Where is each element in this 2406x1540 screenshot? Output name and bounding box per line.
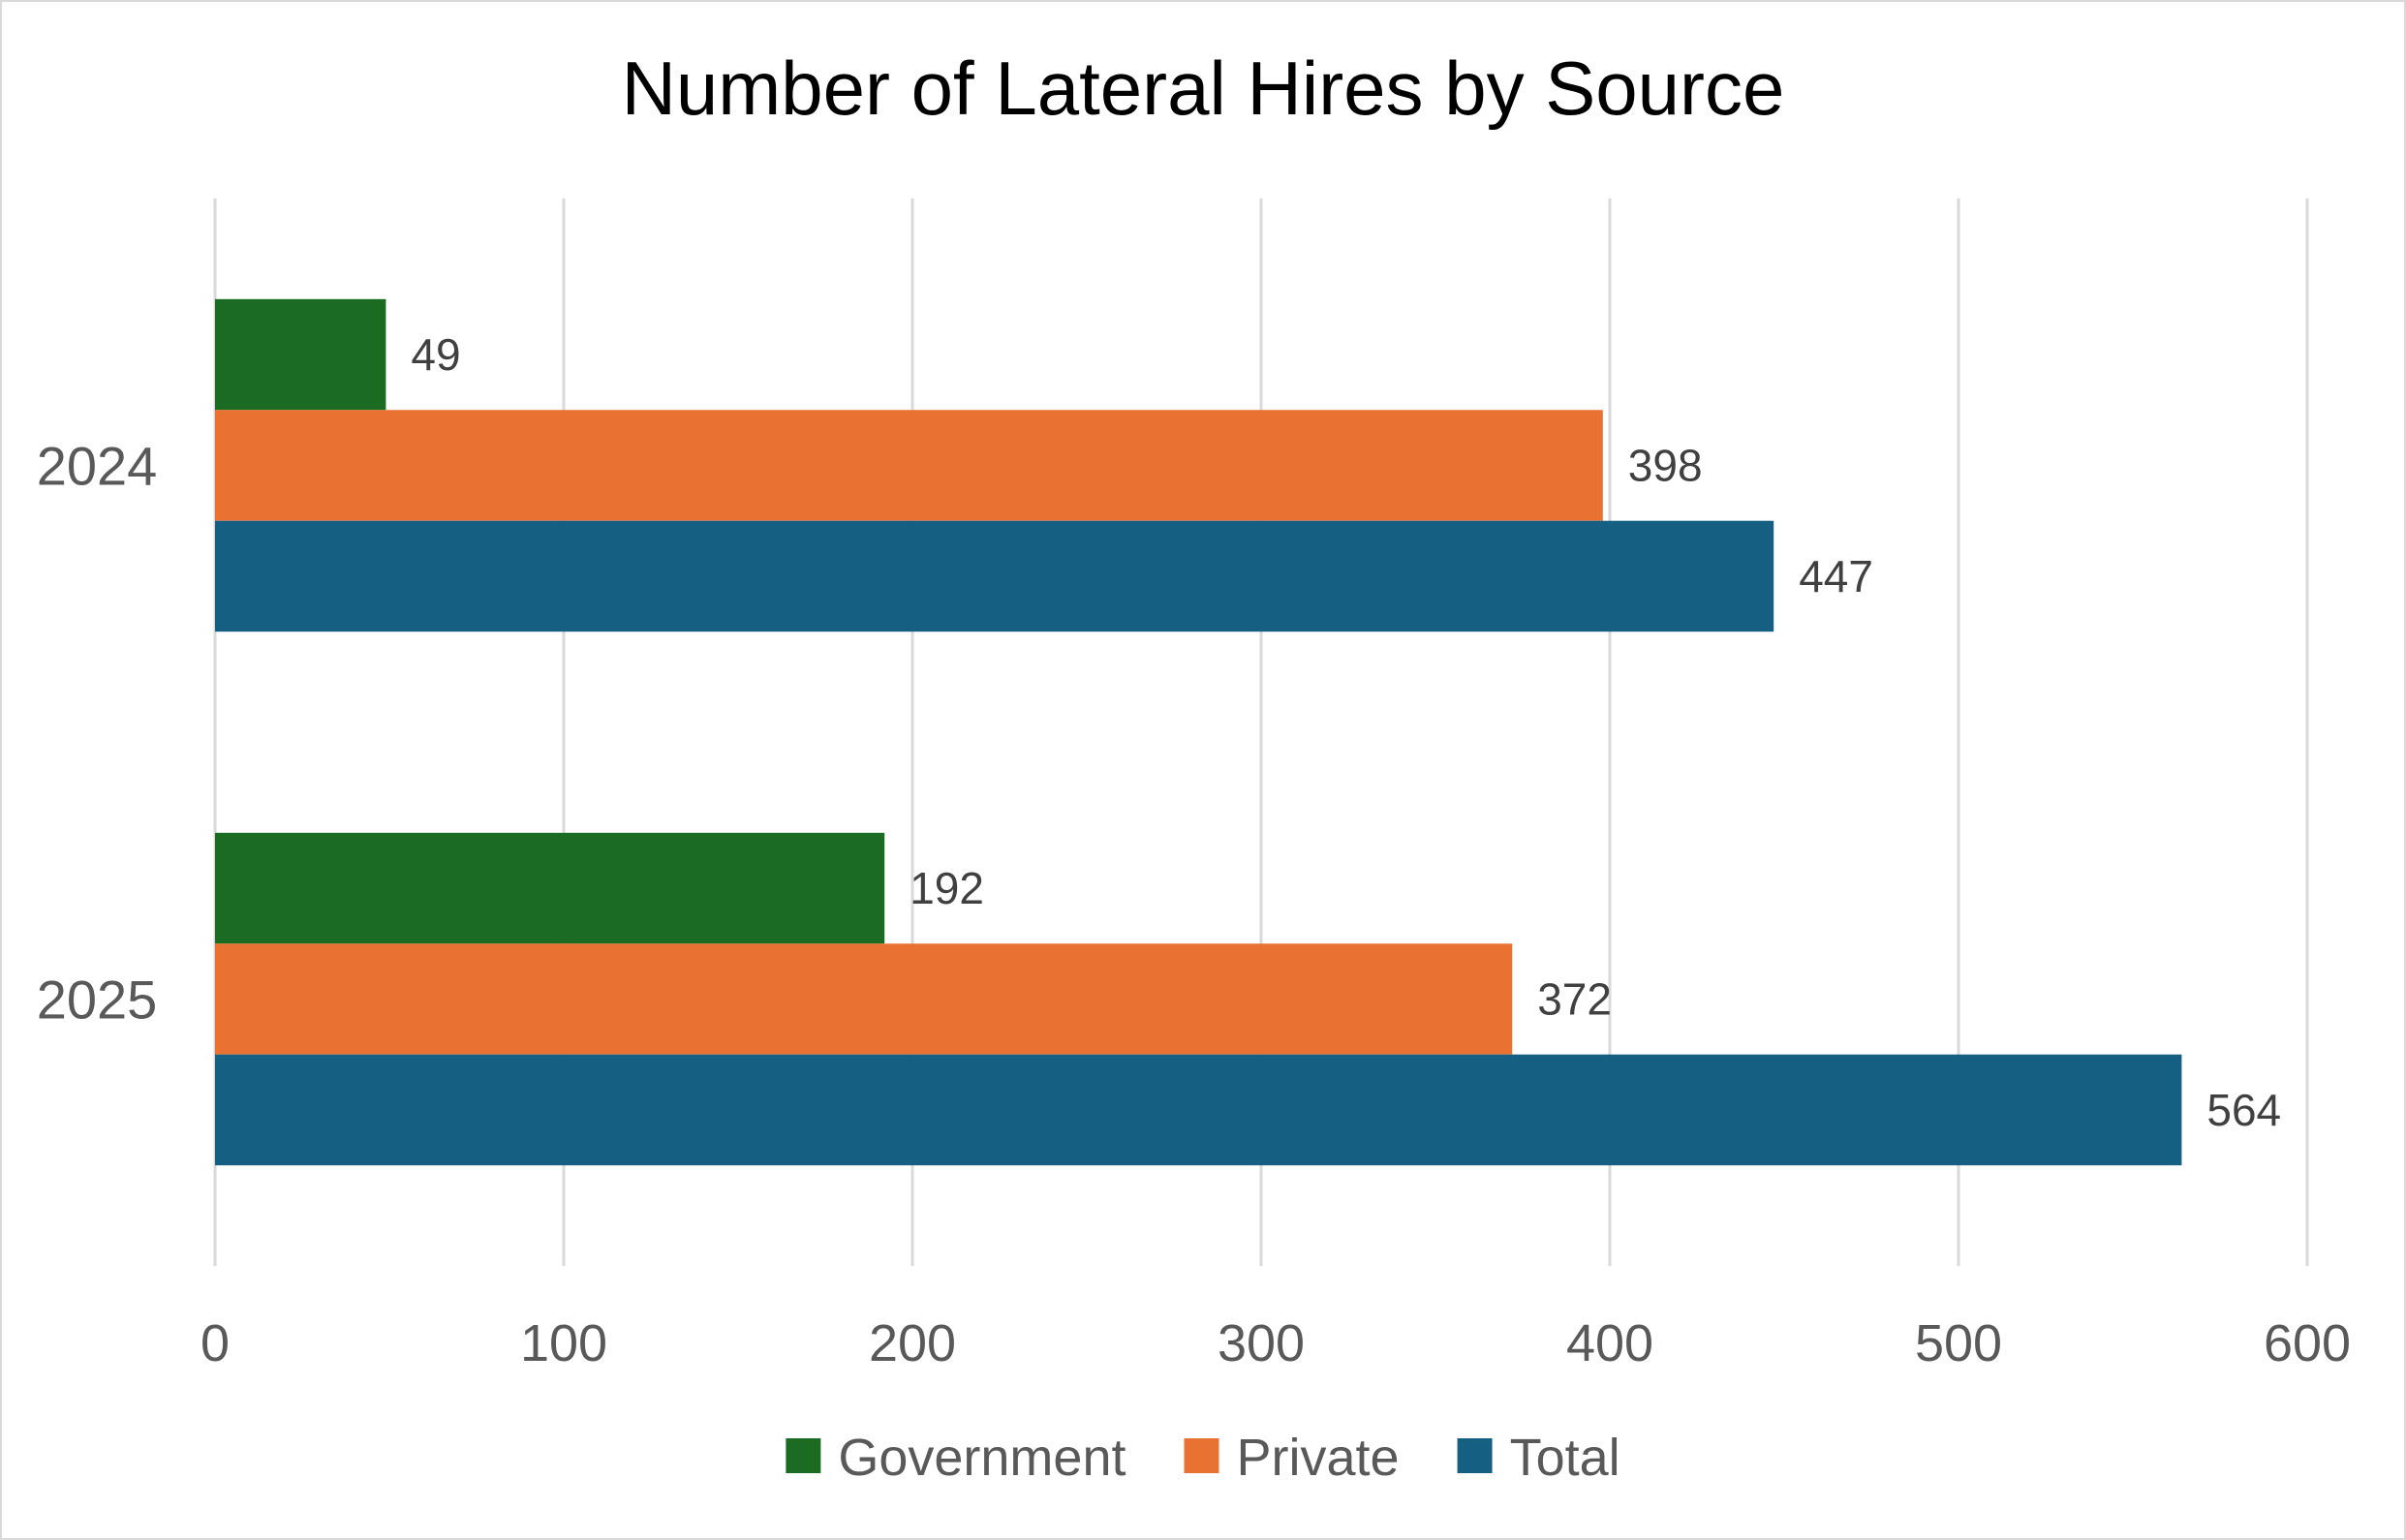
chart-title: Number of Lateral Hires by Source	[622, 46, 1785, 131]
category-label: 2025	[37, 970, 158, 1031]
legend-swatch-total	[1457, 1438, 1493, 1473]
value-axis: 0 100 200 300 400 500 600	[200, 1314, 2351, 1372]
category-label: 2024	[37, 436, 158, 497]
data-label: 564	[2206, 1085, 2281, 1135]
legend-label-government: Government	[838, 1429, 1126, 1487]
data-label: 372	[1537, 974, 1612, 1025]
data-labels: 49 398 447 192 372 564	[411, 329, 2281, 1135]
data-label: 447	[1799, 551, 1873, 601]
data-label: 398	[1628, 441, 1703, 491]
legend-label-private: Private	[1236, 1429, 1399, 1487]
bar-government-2024	[215, 298, 386, 411]
x-tick-label: 200	[869, 1314, 956, 1372]
x-tick-label: 500	[1915, 1314, 2002, 1372]
bar-government-2025	[215, 832, 885, 944]
x-tick-label: 400	[1566, 1314, 1653, 1372]
bar-private-2024	[215, 410, 1603, 521]
legend-swatch-private	[1184, 1438, 1219, 1473]
x-tick-label: 300	[1218, 1314, 1305, 1372]
legend: Government Private Total	[786, 1429, 1620, 1487]
x-tick-label: 600	[2264, 1314, 2351, 1372]
bar-private-2025	[215, 943, 1513, 1055]
data-label: 192	[910, 863, 984, 913]
x-tick-label: 0	[200, 1314, 230, 1372]
bars	[215, 298, 2182, 1166]
legend-label-total: Total	[1510, 1429, 1620, 1487]
bar-total-2025	[215, 1054, 2182, 1166]
data-label: 49	[411, 329, 460, 380]
legend-swatch-government	[786, 1438, 821, 1473]
category-axis: 2024 2025	[37, 436, 158, 1031]
x-tick-label: 100	[520, 1314, 607, 1372]
bar-total-2024	[215, 520, 1774, 632]
